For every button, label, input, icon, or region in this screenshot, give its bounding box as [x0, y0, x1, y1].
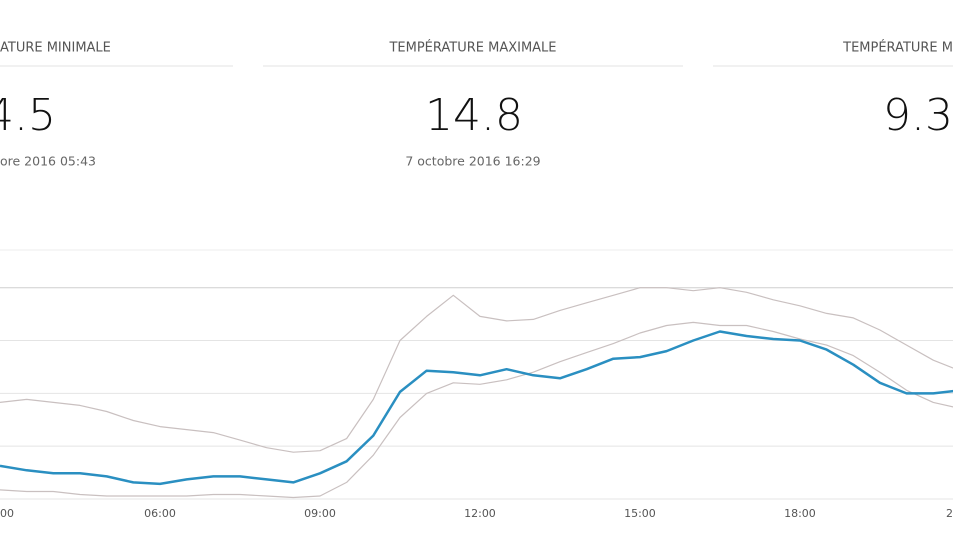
card-title: TEMPÉRATURE MAXIMALE [388, 40, 556, 56]
x-tick-label: 00 [0, 507, 14, 520]
card-title: TEMPÉRATURE M [842, 40, 953, 56]
card-value: 9.3 [883, 90, 953, 141]
x-tick-label: 2 [946, 507, 953, 520]
series-line [0, 321, 953, 499]
card-date: ore 2016 05:43 [0, 154, 96, 169]
x-tick-label: 15:00 [624, 507, 656, 520]
x-tick-label: 12:00 [464, 507, 496, 520]
card-value: 4.5 [0, 90, 56, 141]
card-date: 7 octobre 2016 16:29 [405, 154, 540, 169]
x-tick-label: 06:00 [144, 507, 176, 520]
x-tick-label: 09:00 [304, 507, 336, 520]
chart: 00 06:00 09:00 12:00 15:00 18:00 2 [0, 249, 953, 520]
card-title: ATURE MINIMALE [0, 41, 111, 56]
x-tick-label: 18:00 [784, 507, 816, 520]
card-value: 14.8 [425, 90, 523, 141]
series-line [0, 330, 953, 486]
series-line [0, 287, 953, 453]
